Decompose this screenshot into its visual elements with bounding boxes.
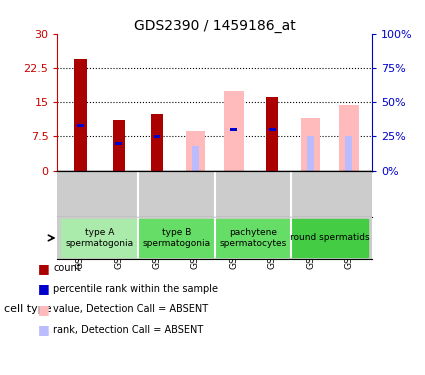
Text: count: count (53, 263, 81, 273)
Bar (291, 219, 368, 257)
Text: percentile rank within the sample: percentile rank within the sample (53, 284, 218, 294)
Bar (154, 135, 161, 138)
Bar (301, 118, 320, 171)
Bar (115, 142, 122, 145)
Bar (113, 120, 125, 171)
Text: cell type: cell type (4, 304, 52, 314)
Bar (186, 131, 205, 171)
Bar (339, 105, 359, 171)
Text: type A
spermatogonia: type A spermatogonia (65, 228, 133, 248)
Bar (266, 97, 278, 171)
Bar (215, 219, 291, 257)
Text: ■: ■ (38, 324, 50, 336)
Bar (307, 136, 314, 171)
Bar (151, 114, 163, 171)
Bar (192, 146, 199, 171)
Text: rank, Detection Call = ABSENT: rank, Detection Call = ABSENT (53, 325, 204, 335)
Bar (74, 59, 87, 171)
Bar (346, 136, 352, 171)
Text: round spermatids: round spermatids (290, 234, 369, 243)
Title: GDS2390 / 1459186_at: GDS2390 / 1459186_at (134, 19, 295, 33)
Bar (138, 219, 215, 257)
Text: ■: ■ (38, 282, 50, 295)
Bar (224, 91, 244, 171)
Bar (230, 128, 237, 131)
Text: pachytene
spermatocytes: pachytene spermatocytes (219, 228, 286, 248)
Text: value, Detection Call = ABSENT: value, Detection Call = ABSENT (53, 304, 208, 314)
Text: ■: ■ (38, 262, 50, 274)
Bar (269, 128, 275, 131)
Text: ■: ■ (38, 303, 50, 316)
Bar (77, 124, 84, 127)
Text: type B
spermatogonia: type B spermatogonia (142, 228, 210, 248)
Bar (61, 219, 138, 257)
